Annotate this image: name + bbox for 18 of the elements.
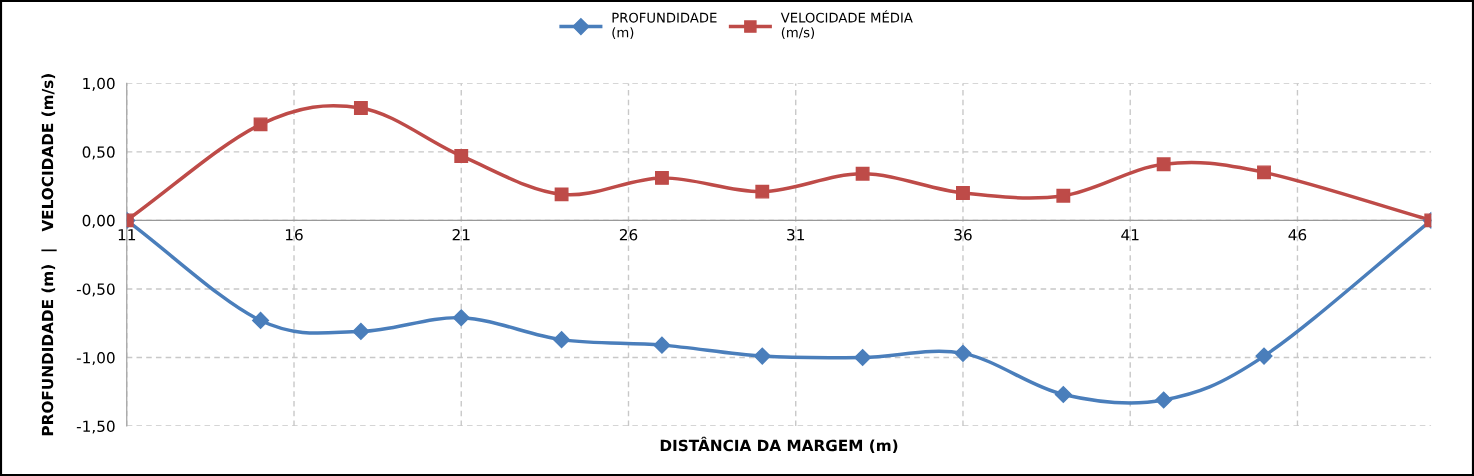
x-tick-label: 41 xyxy=(1121,229,1139,241)
x-tick-label: 21 xyxy=(452,228,470,241)
y-tick-label: 0,50 xyxy=(82,146,115,160)
y-tick-label: -1,50 xyxy=(76,420,115,434)
x-tick-label: 16 xyxy=(285,228,303,241)
legend-label: PROFUNDIDADE (m) xyxy=(612,12,717,39)
x-tick-label: 46 xyxy=(1288,228,1307,241)
y-tick-label: 1,00 xyxy=(83,77,115,91)
y-axis-title: PROFUNDIDADE (m) | VELOCIDADE (m/s) xyxy=(41,74,57,436)
y-tick-label: -0,50 xyxy=(76,283,115,297)
y-tick-label: -1,00 xyxy=(76,351,115,366)
x-tick-label: 26 xyxy=(619,228,638,241)
x-tick-label: 31 xyxy=(787,228,805,241)
legend-label: VELOCIDADE MÉDIA (m/s) xyxy=(780,10,913,39)
x-tick-label: 11 xyxy=(118,229,136,241)
x-tick-label: 36 xyxy=(954,228,972,241)
x-axis-title: DISTÂNCIA DA MARGEM (m) xyxy=(660,436,898,453)
y-tick-label: 0,00 xyxy=(82,214,115,228)
